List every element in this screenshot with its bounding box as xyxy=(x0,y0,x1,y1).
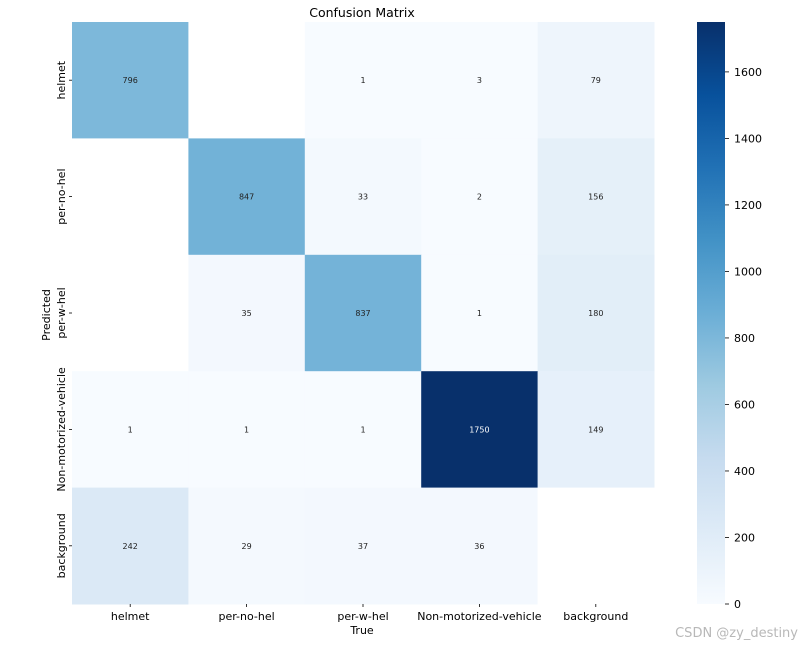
heatmap-cell xyxy=(537,254,655,372)
colorbar-tick-label: 1000 xyxy=(734,265,762,278)
colorbar-tick-label: 1200 xyxy=(734,199,762,212)
heatmap-cell xyxy=(72,22,189,139)
cell-value-label: 149 xyxy=(588,425,603,434)
heatmap-cell xyxy=(537,487,655,605)
cell-value-label: 1 xyxy=(360,76,365,85)
x-tick-label: per-no-hel xyxy=(218,610,274,623)
heatmap-cell xyxy=(421,371,539,489)
heatmap-cell xyxy=(421,138,539,256)
colorbar-tick-label: 600 xyxy=(734,398,755,411)
x-tick-label: helmet xyxy=(111,610,150,623)
heatmap-cell xyxy=(72,487,189,605)
cell-value-label: 242 xyxy=(123,542,138,551)
cell-value-label: 180 xyxy=(588,309,603,318)
heatmap-cell xyxy=(72,371,189,489)
y-tick-label: Non-motorized-vehicle xyxy=(55,367,68,492)
heatmap-cell xyxy=(188,371,306,489)
colorbar-tick-label: 0 xyxy=(734,598,741,611)
cell-value-label: 37 xyxy=(358,542,368,551)
heatmap-cell xyxy=(304,371,422,489)
cell-value-label: 1 xyxy=(360,425,365,434)
x-tick-label: per-w-hel xyxy=(337,610,388,623)
heatmap-grid: 796 1 3 79 847 33 2 156 35 837 1 180 1 1 1 1750 149 242 29… xyxy=(72,22,655,605)
heatmap-cell xyxy=(188,138,306,256)
colorbar-tick-label: 800 xyxy=(734,332,755,345)
cell-value-label: 3 xyxy=(477,76,482,85)
y-tick-label: per-no-hel xyxy=(55,168,68,224)
heatmap-cell xyxy=(537,22,655,139)
heatmap-cell xyxy=(188,22,306,139)
heatmap-cell xyxy=(537,138,655,256)
y-tick-label: helmet xyxy=(55,60,68,99)
y-tick-label: per-w-hel xyxy=(55,287,68,338)
cell-value-label: 1750 xyxy=(469,425,489,434)
heatmap-cell xyxy=(304,254,422,372)
chart-title: Confusion Matrix xyxy=(309,5,415,20)
cell-value-label: 33 xyxy=(358,193,368,202)
heatmap-cell xyxy=(537,371,655,489)
x-tick-label: Non-motorized-vehicle xyxy=(417,610,542,623)
heatmap-cell xyxy=(72,138,189,256)
y-tick-label: background xyxy=(55,513,68,578)
heatmap-cell xyxy=(421,487,539,605)
cell-value-label: 79 xyxy=(591,76,601,85)
cell-value-label: 837 xyxy=(355,309,370,318)
cell-value-label: 1 xyxy=(477,309,482,318)
heatmap-cell xyxy=(188,487,306,605)
heatmap-cell xyxy=(304,22,422,139)
cell-value-label: 36 xyxy=(474,542,484,551)
x-tick-label: background xyxy=(563,610,628,623)
colorbar-tick-label: 400 xyxy=(734,465,755,478)
x-axis-label: True xyxy=(349,624,374,637)
cell-value-label: 796 xyxy=(123,76,138,85)
heatmap-cell xyxy=(188,254,306,372)
colorbar-gradient xyxy=(697,22,725,604)
colorbar: 0 200 400 600 800 1000 1200 1400 1600 xyxy=(697,22,762,611)
colorbar-tick-label: 200 xyxy=(734,531,755,544)
cell-value-label: 847 xyxy=(239,193,254,202)
y-axis-label: Predicted xyxy=(40,289,53,341)
y-axis-ticks: helmet per-no-hel per-w-hel Non-motorized-v… xyxy=(55,60,72,578)
heatmap-cell xyxy=(304,487,422,605)
heatmap-cell xyxy=(421,22,539,139)
cell-value-label: 156 xyxy=(588,193,603,202)
colorbar-tick-label: 1600 xyxy=(734,66,762,79)
cell-value-label: 1 xyxy=(244,425,249,434)
heatmap-cell xyxy=(72,254,189,372)
x-axis-ticks: helmet per-no-hel per-w-hel Non-motorized-v… xyxy=(111,604,628,623)
heatmap-cell xyxy=(304,138,422,256)
heatmap-cell xyxy=(421,254,539,372)
cell-value-label: 1 xyxy=(128,425,133,434)
watermark: CSDN @zy_destiny xyxy=(675,626,798,641)
colorbar-tick-label: 1400 xyxy=(734,132,762,145)
cell-value-label: 29 xyxy=(242,542,252,551)
cell-value-label: 35 xyxy=(242,309,252,318)
cell-value-label: 2 xyxy=(477,193,482,202)
